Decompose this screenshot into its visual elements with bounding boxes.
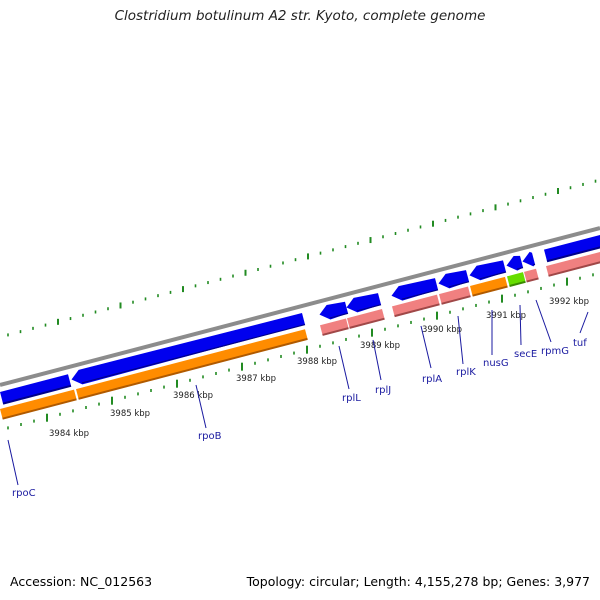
band-rplA xyxy=(392,294,440,317)
band-nusG xyxy=(470,276,508,296)
cds-rplJ-shadow xyxy=(356,304,382,312)
leader-tuf xyxy=(579,311,589,334)
band-nusG-shadow xyxy=(472,285,508,297)
gene-labels: rpoC rpoB rplL rplJ rplA rplK nusG secE rpmG tuf xyxy=(7,299,589,499)
band-rplK-shadow xyxy=(441,295,471,305)
band-rplL-shadow xyxy=(322,327,349,336)
leader-rplJ xyxy=(372,339,382,381)
cds-rpoC xyxy=(0,374,72,404)
cds-rpoC-shadow xyxy=(2,384,72,405)
kbp-label: 3991 kbp xyxy=(486,311,526,321)
leader-secE xyxy=(519,304,522,346)
kbp-label: 3988 kbp xyxy=(297,357,337,367)
band-tuf-shadow xyxy=(548,261,600,277)
topology-text: Topology: circular; Length: 4,155,278 bp… xyxy=(246,574,590,589)
gene-label-tuf: tuf xyxy=(573,338,587,349)
gene-label-rplK: rplK xyxy=(456,367,476,378)
kbp-label: 3986 kbp xyxy=(173,391,213,401)
kbp-labels: 3984 kbp 3985 kbp 3986 kbp 3987 kbp 3988 kbp… xyxy=(49,297,589,439)
band-secE-shadow xyxy=(509,280,526,287)
band-tuf xyxy=(546,252,600,276)
scale-ticks xyxy=(7,273,594,430)
cds-nusG xyxy=(469,260,507,281)
kbp-label: 3987 kbp xyxy=(236,374,276,384)
cds-tuf xyxy=(544,235,600,262)
cds-rpoB-shadow xyxy=(81,324,306,384)
leader-rpoC xyxy=(7,439,19,486)
kbp-label: 3984 kbp xyxy=(49,429,89,439)
band-rplJ-shadow xyxy=(349,317,385,329)
map-title: Clostridium botulinum A2 str. Kyoto, com… xyxy=(114,8,486,24)
cds-rplK-shadow xyxy=(448,281,470,288)
cds-tuf-shadow xyxy=(546,246,600,263)
kbp-label: 3989 kbp xyxy=(360,341,400,351)
band-rplK xyxy=(439,286,471,304)
leader-rplA xyxy=(420,325,432,369)
gene-label-secE: secE xyxy=(514,349,537,360)
band-rpoC-shadow xyxy=(2,398,77,420)
cds-secE xyxy=(506,255,524,271)
band-rpoB xyxy=(76,329,308,399)
cds-rplA-shadow xyxy=(401,289,439,300)
scale-dots xyxy=(7,179,597,337)
cds-rpoB xyxy=(71,312,306,385)
gene-label-rplA: rplA xyxy=(422,374,442,385)
leader-rplL xyxy=(338,345,350,390)
leader-rpmG xyxy=(535,299,552,343)
cds-secE-shadow xyxy=(516,266,524,270)
band-rplA-shadow xyxy=(394,303,440,318)
gene-label-rpmG: rpmG xyxy=(541,346,569,357)
band-rpmG-shadow xyxy=(526,277,539,283)
backbone-line xyxy=(0,226,600,387)
kbp-label: 3992 kbp xyxy=(549,297,589,307)
gene-label-rpoB: rpoB xyxy=(198,431,222,442)
kbp-label: 3990 kbp xyxy=(422,325,462,335)
cds-nusG-shadow xyxy=(479,271,507,280)
gene-features xyxy=(0,235,600,420)
cds-rplA xyxy=(391,278,439,301)
kbp-label: 3985 kbp xyxy=(110,409,150,419)
gene-label-rpoC: rpoC xyxy=(12,488,36,499)
band-rpoB-shadow xyxy=(78,337,308,400)
genome-backbone xyxy=(0,226,600,387)
cds-rpmG xyxy=(522,251,536,267)
cds-rplL-shadow xyxy=(329,312,349,319)
gene-label-rplL: rplL xyxy=(342,393,361,404)
cds-rpmG-shadow xyxy=(532,263,536,266)
band-rpoC xyxy=(0,389,77,419)
leader-rplK xyxy=(457,315,464,365)
band-rplJ xyxy=(347,309,385,328)
accession-text: Accession: NC_012563 xyxy=(10,574,153,589)
gene-label-rplJ: rplJ xyxy=(375,385,391,396)
cds-rplJ xyxy=(346,293,382,313)
band-rplL xyxy=(320,318,349,335)
leader-rpoB xyxy=(195,384,207,429)
gene-label-nusG: nusG xyxy=(483,358,509,369)
